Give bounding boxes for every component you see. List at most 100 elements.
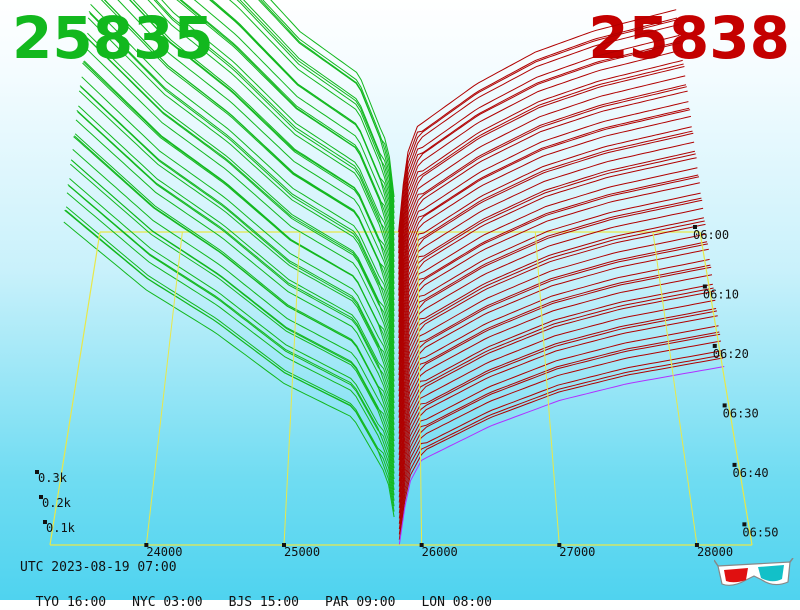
ask-depth-line: [398, 290, 715, 482]
time-tick-label: 06:10: [703, 287, 739, 301]
price-gridline: [652, 231, 698, 546]
bid-depth-line: [77, 111, 395, 425]
floor-right-edge: [699, 231, 753, 546]
bid-depth-line: [155, 0, 395, 290]
ask-depth-line: [398, 141, 695, 349]
ask-depth-line: [398, 174, 699, 376]
volume-tick-label: 0.1k: [46, 521, 76, 535]
volume-tick-label: 0.2k: [42, 496, 72, 510]
bid-depth-line: [65, 206, 395, 501]
ask-depth-line: [398, 42, 682, 264]
ask-depth-line: [398, 287, 714, 477]
time-tick-mark: [722, 403, 727, 408]
price-gridline: [534, 231, 560, 546]
bid-depth-line: [88, 11, 395, 349]
ask-depth-line: [398, 192, 701, 392]
price-tick-label: 24000: [146, 545, 182, 559]
bid-depth-line: [82, 61, 395, 387]
ask-depth-line: [398, 115, 692, 328]
ask-depth-line: [398, 34, 680, 254]
ask-depth-line: [398, 157, 697, 365]
time-tick-label: 06:30: [723, 406, 759, 420]
price-tick-label: 25000: [284, 545, 320, 559]
ask-price: 25838: [588, 4, 790, 72]
bid-depth-line: [75, 119, 395, 436]
time-tick-mark: [693, 225, 697, 229]
ask-depth-line: [398, 66, 685, 286]
ask-depth-line: [398, 24, 679, 248]
price-tick-mark: [694, 543, 699, 547]
bid-depth-line: [82, 62, 395, 393]
ask-depth-line: [398, 75, 686, 291]
bid-depth-line: [161, 0, 395, 279]
utc-time: UTC 2023-08-19 07:00: [20, 560, 177, 575]
bid-depth-line: [228, 0, 395, 236]
ask-depth-line: [398, 310, 717, 498]
time-tick-mark: [732, 462, 737, 467]
ask-depth-line: [398, 197, 702, 397]
bid-depth-line: [69, 178, 395, 480]
price-tick-label: 26000: [422, 545, 458, 559]
axis-labels: 24000 25000 26000 27000 28000 0.1k 0.2k 0.3k 06:…: [35, 225, 779, 559]
3d-glasses-icon[interactable]: [714, 558, 794, 592]
clock-paris: PAR 09:00: [325, 595, 396, 610]
ask-depth-line: [398, 86, 687, 302]
price-gridline: [145, 231, 183, 546]
bid-depth-line: [78, 90, 395, 414]
bid-price: 25835: [12, 4, 214, 72]
ask-depth-line: [398, 107, 690, 317]
bid-depth-line: [153, 0, 395, 284]
ask-depth-line: [398, 350, 722, 530]
price-tick-mark: [144, 543, 149, 547]
clock-london: LON 08:00: [421, 595, 492, 610]
ask-depth-line: [398, 354, 723, 535]
price-gridline: [417, 231, 423, 546]
bid-depth-line: [243, 0, 395, 219]
ask-depth-line: [398, 283, 713, 471]
bid-depth-line: [258, 0, 395, 214]
ask-depth-line: [398, 17, 678, 238]
ask-depth-line: [398, 9, 677, 233]
clock-new-york: NYC 03:00: [132, 595, 203, 610]
ask-depth-line: [398, 308, 717, 492]
bid-depth-line: [67, 184, 395, 490]
time-tick-label: 06:50: [742, 525, 778, 539]
bid-depth-line: [64, 209, 395, 512]
price-gridline: [283, 231, 301, 546]
bid-depth-line: [78, 105, 395, 420]
bid-depth-line: [84, 46, 395, 377]
ask-depth-line: [398, 150, 696, 355]
bid-depth-line: [70, 159, 395, 469]
bid-depth-line: [85, 36, 395, 371]
bid-depth-line: [147, 0, 395, 295]
bid-depth-line: [90, 3, 395, 339]
ask-depth-line: [398, 19, 679, 243]
ask-depth-line: [398, 167, 698, 370]
bid-depth-line: [262, 0, 395, 208]
ask-depth-line: [398, 40, 681, 259]
bid-depth-line: [73, 136, 395, 452]
ask-depth-line: [398, 220, 705, 418]
price-tick-mark: [419, 543, 424, 547]
ask-depth-line: [398, 84, 687, 296]
depth-lines: [63, 0, 725, 546]
bid-depth-line: [193, 0, 395, 257]
ask-depth-line: [398, 130, 693, 339]
bid-depth-line: [76, 110, 395, 431]
bid-depth-line: [260, 0, 395, 203]
volume-tick-label: 0.3k: [38, 471, 68, 485]
ask-depth-line: [398, 49, 683, 270]
bid-depth-line: [270, 0, 395, 198]
clock-tokyo: TYO 16:00: [35, 595, 107, 610]
bid-depth-line: [80, 86, 395, 404]
ask-depth-line: [398, 325, 719, 508]
ask-depth-line: [398, 264, 711, 455]
bid-depth-line: [132, 0, 395, 301]
volume-tick-mark: [43, 520, 47, 524]
bid-depth-line: [176, 0, 395, 273]
bid-depth-line: [103, 0, 395, 328]
ask-depth-line: [398, 223, 706, 424]
ask-depth-line: [398, 132, 694, 344]
ask-depth-line: [398, 101, 689, 312]
